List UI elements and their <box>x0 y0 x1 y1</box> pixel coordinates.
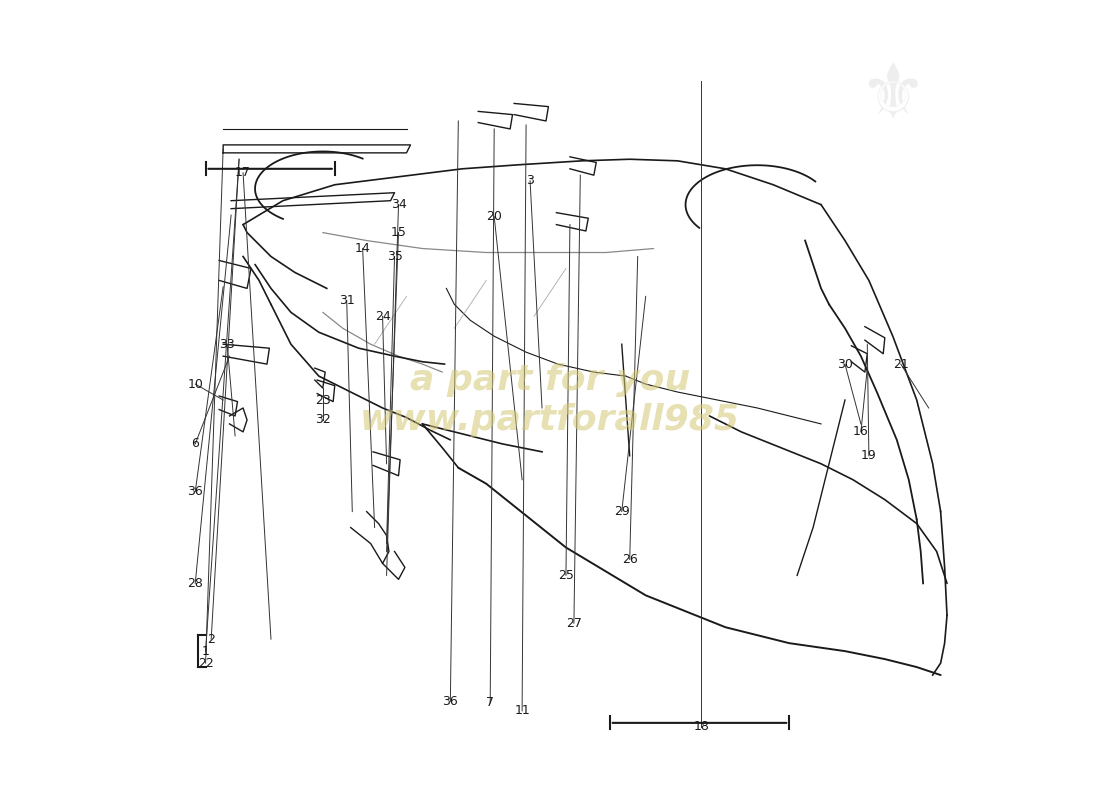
Text: 32: 32 <box>315 414 331 426</box>
Text: 30: 30 <box>837 358 852 370</box>
Text: 3: 3 <box>526 174 534 187</box>
Text: 29: 29 <box>614 505 629 518</box>
Text: 31: 31 <box>339 294 354 307</box>
Text: 26: 26 <box>621 553 638 566</box>
Text: 28: 28 <box>187 577 204 590</box>
Text: 20: 20 <box>486 210 502 223</box>
Text: 23: 23 <box>315 394 331 406</box>
Text: 22: 22 <box>198 657 213 670</box>
Text: 18: 18 <box>693 720 710 734</box>
Text: 25: 25 <box>558 569 574 582</box>
Text: 16: 16 <box>852 426 869 438</box>
Text: 19: 19 <box>861 450 877 462</box>
Text: 2: 2 <box>207 633 216 646</box>
Text: 24: 24 <box>375 310 390 322</box>
Text: 17: 17 <box>235 166 251 179</box>
Text: 1: 1 <box>201 645 209 658</box>
Text: 21: 21 <box>893 358 909 370</box>
Text: 35: 35 <box>386 250 403 263</box>
Text: ⚜: ⚜ <box>859 60 927 134</box>
Text: 11: 11 <box>514 705 530 718</box>
Text: 36: 36 <box>442 695 459 708</box>
Text: 27: 27 <box>566 617 582 630</box>
Text: 7: 7 <box>486 697 494 710</box>
Text: 10: 10 <box>187 378 204 390</box>
Text: a part for you
www.partforall985: a part for you www.partforall985 <box>360 363 740 437</box>
Text: 33: 33 <box>219 338 235 350</box>
Text: 36: 36 <box>187 485 204 498</box>
Text: 34: 34 <box>390 198 406 211</box>
Text: 6: 6 <box>191 438 199 450</box>
Text: 15: 15 <box>390 226 407 239</box>
Text: 14: 14 <box>355 242 371 255</box>
